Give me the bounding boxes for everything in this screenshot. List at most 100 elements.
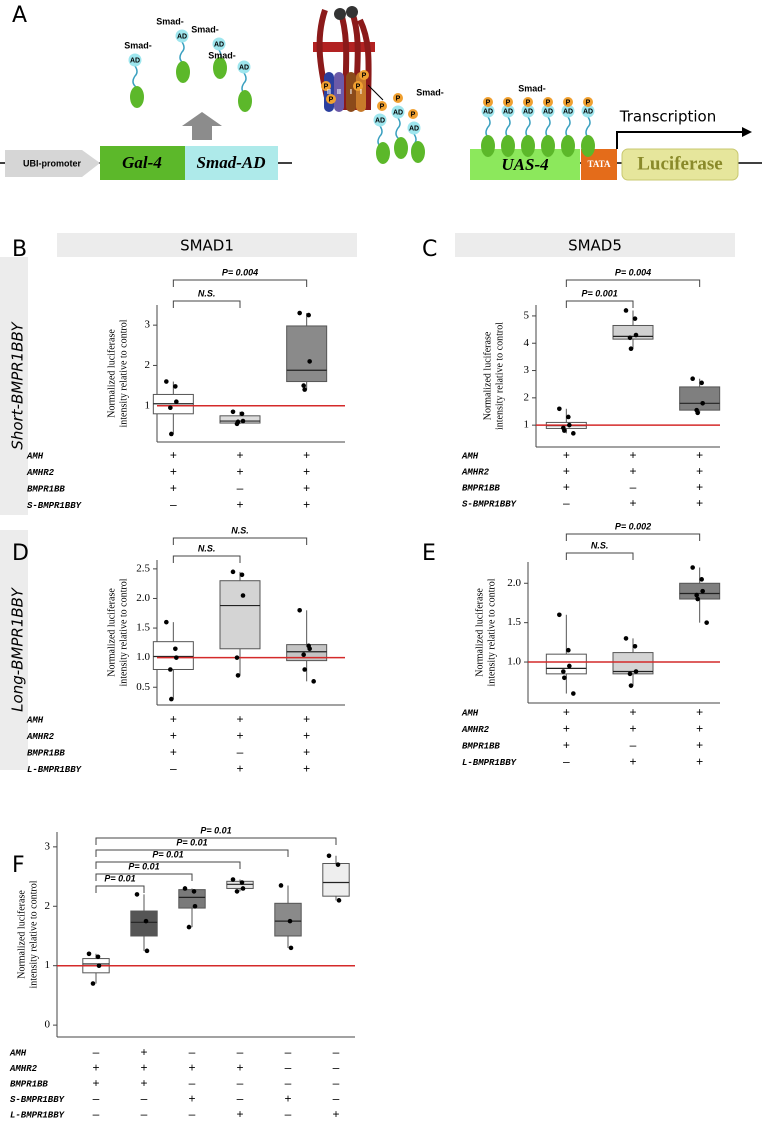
significance-bracket	[95, 885, 145, 893]
ad-bubble	[212, 37, 226, 51]
data-point	[562, 675, 567, 681]
panel-letter: A	[12, 3, 27, 28]
p-bubble	[353, 81, 363, 91]
condition-name: S-BMPR1BBY	[27, 501, 83, 511]
p-bubble	[543, 97, 553, 107]
significance-label: P= 0.01	[152, 849, 183, 859]
smad-mh	[238, 90, 252, 112]
condition-mark: –	[237, 1092, 244, 1106]
data-point	[230, 409, 236, 415]
data-point	[633, 332, 639, 338]
condition-mark: +	[236, 1107, 243, 1121]
significance-label: N.S.	[231, 525, 249, 535]
condition-name: BMPR1BB	[27, 484, 65, 494]
condition-mark: –	[563, 755, 570, 769]
y-tick-label: 2	[145, 359, 151, 371]
condition-mark: +	[563, 722, 570, 736]
y-tick-label: 2.0	[507, 577, 521, 589]
p-label: P	[380, 103, 385, 110]
data-point	[628, 683, 634, 688]
data-point	[301, 652, 306, 657]
condition-mark: +	[92, 1061, 99, 1075]
column-header: SMAD5	[568, 237, 622, 255]
significance-bracket	[172, 555, 241, 563]
condition-name: AMHR2	[26, 468, 55, 478]
y-axis-label: intensity relative to control	[494, 322, 505, 430]
box	[130, 910, 158, 937]
condition-name: L-BMPR1BBY	[10, 1110, 66, 1120]
y-tick-label: 1.5	[507, 616, 521, 628]
condition-mark: +	[188, 1092, 195, 1106]
data-point	[235, 673, 241, 678]
condition-mark: +	[236, 448, 243, 462]
condition-mark: +	[170, 481, 177, 495]
condition-mark: +	[696, 464, 703, 478]
row-label: Short-BMPR1BBY	[9, 320, 27, 449]
data-point	[191, 889, 197, 894]
condition-mark: –	[333, 1045, 340, 1059]
uas-label: UAS-4	[501, 155, 548, 174]
data-point	[700, 401, 705, 406]
p-bubble	[408, 109, 418, 119]
transcription-label: Transcription	[619, 108, 716, 126]
data-point	[173, 646, 178, 652]
receptor-label: I	[360, 89, 362, 96]
significance-bracket	[565, 533, 701, 541]
condition-mark: –	[285, 1107, 292, 1121]
data-point	[173, 384, 178, 389]
data-point	[168, 667, 173, 672]
condition-mark: +	[140, 1076, 147, 1090]
condition-name: L-BMPR1BBY	[462, 758, 518, 768]
gal4-label: Gal-4	[122, 153, 162, 172]
condition-name: S-BMPR1BBY	[10, 1095, 66, 1105]
data-point	[174, 399, 179, 405]
condition-mark: +	[170, 745, 177, 759]
condition-mark: +	[236, 762, 243, 776]
ad-label: AD	[543, 108, 553, 115]
box	[612, 652, 654, 675]
data-point	[230, 569, 236, 575]
ad-bubble	[541, 104, 555, 118]
y-tick-label: 0.5	[136, 681, 150, 693]
data-point	[690, 376, 695, 382]
ad-label: AD	[409, 125, 419, 132]
y-axis-label: Normalized luciferase	[482, 331, 493, 420]
data-point	[174, 655, 179, 660]
condition-name: S-BMPR1BBY	[462, 499, 518, 509]
condition-name: AMH	[461, 451, 479, 461]
panel-letter: F	[12, 853, 25, 878]
condition-mark: +	[236, 465, 243, 479]
condition-name: BMPR1BB	[27, 748, 65, 758]
data-point	[632, 316, 638, 321]
data-point	[143, 918, 149, 924]
data-point	[557, 406, 562, 412]
condition-mark: +	[170, 729, 177, 743]
data-point	[567, 663, 572, 669]
data-point	[704, 620, 709, 625]
condition-mark: +	[563, 705, 570, 719]
data-point	[301, 383, 306, 388]
smad-mh	[481, 135, 495, 157]
condition-mark: –	[237, 1076, 244, 1090]
receptor-ii	[334, 72, 344, 112]
smad-ad-label: Smad-AD	[197, 153, 266, 172]
significance-label: P= 0.004	[222, 267, 258, 277]
significance-label: P= 0.01	[104, 873, 135, 883]
p-label: P	[506, 99, 511, 106]
data-point	[134, 892, 140, 897]
p-bubble	[321, 81, 331, 91]
ad-label: AD	[583, 108, 593, 115]
condition-mark: +	[629, 464, 636, 478]
box	[679, 386, 721, 411]
receptor-label: I	[350, 89, 352, 96]
condition-mark: +	[236, 498, 243, 512]
panel-letter: E	[422, 541, 436, 566]
data-point	[326, 853, 332, 859]
condition-mark: +	[563, 448, 570, 462]
y-axis-label: Normalized luciferase	[106, 588, 117, 677]
condition-mark: –	[333, 1092, 340, 1106]
condition-mark: +	[303, 481, 310, 495]
data-point	[192, 903, 198, 909]
y-tick-label: 2	[524, 391, 530, 403]
significance-bracket	[172, 300, 241, 308]
